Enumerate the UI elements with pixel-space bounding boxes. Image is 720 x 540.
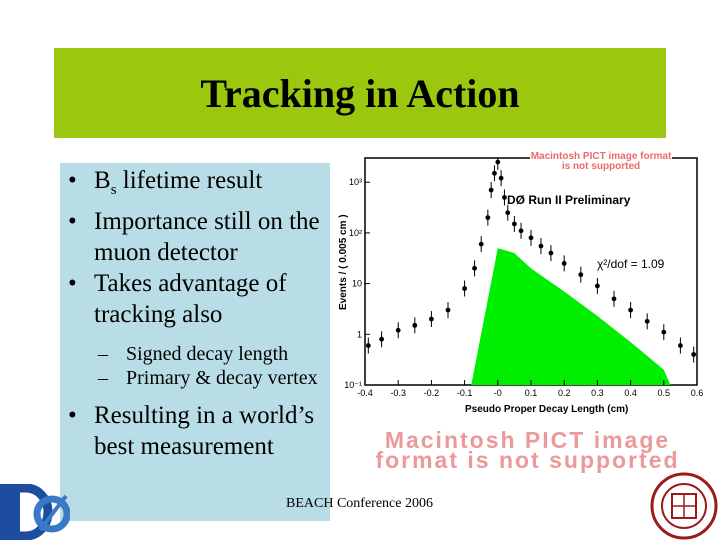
data-point [472,265,477,271]
data-point [644,318,650,324]
data-point [492,170,497,176]
y-tick-label: 10 [352,279,362,289]
data-point [485,215,491,221]
decay-length-chart: -0.4 -0.3 -0.2 -0.1 -0 0.1 0.2 0.3 0.4 0.5 0.6 10⁻¹… [338,157,704,415]
bullet-item: • Resulting in a world’s best measurement [68,402,315,460]
data-point [379,336,384,342]
university-seal [650,472,718,540]
content-box [60,163,330,521]
data-point [365,343,371,348]
bullet-glyph: • [68,402,77,429]
dash-glyph: – [98,343,108,365]
y-tick-label: 10³ [349,177,362,187]
d0-logo [0,484,70,540]
data-point [462,286,467,291]
data-point [488,187,494,193]
data-point [498,175,504,181]
data-point [628,307,633,313]
x-tick-label: 0.2 [558,388,571,398]
pict-placeholder-small: Macintosh PICT image format is not suppo… [530,151,672,172]
bullet-item: • Takes advantage of tracking also [68,270,287,328]
data-point [578,272,584,278]
x-tick-label: 0.3 [591,388,604,398]
x-tick-label: -0.1 [457,388,473,398]
data-point [512,221,517,227]
sub-bullet-item: – Primary & decay vertex [98,367,318,389]
x-tick-label: -0.3 [390,388,406,398]
y-axis-label: Events / ( 0.005 cm ) [338,214,349,310]
y-tick-label: 10⁻¹ [344,380,362,390]
data-point [505,210,511,216]
x-tick-label: 0.6 [691,388,704,398]
data-point [678,343,683,348]
bullet-glyph: • [68,167,77,194]
data-point [518,228,524,234]
x-tick-label: -0.2 [424,388,440,398]
footer-text: BEACH Conference 2006 [286,496,433,511]
data-point [691,352,697,357]
bullet-list: • Bs lifetime result • Importance still on… [68,165,330,462]
x-tick-label: -0.4 [357,388,373,398]
x-tick-label: 0.4 [624,388,637,398]
data-point [538,243,544,249]
data-point [429,316,434,322]
data-point [611,296,617,302]
data-point [661,329,667,335]
chi2-annotation: χ²/dof = 1.09 [597,257,665,271]
pict-placeholder-large: Macintosh PICT image format is not suppo… [375,427,680,473]
data-point [395,327,401,333]
chart-title: DØ Run II Preliminary [507,193,631,207]
title-bar: Tracking in Action [54,48,666,138]
x-axis-label: Pseudo Proper Decay Length (cm) [465,404,628,415]
y-tick-label: 1 [357,329,362,339]
data-point [502,195,507,200]
bullet-item: • Importance still on the muon detector [68,208,320,266]
x-tick-label: 0.1 [525,388,538,398]
data-point [495,159,501,165]
y-tick-label: 10² [349,228,362,238]
slide-title: Tracking in Action [200,71,520,116]
data-point [595,283,600,289]
x-tick-label: -0 [494,388,502,398]
data-point [548,250,554,256]
bullet-glyph: • [68,270,77,297]
data-point [528,235,534,241]
signal-fill [471,248,671,385]
sub-bullet-item: – Signed decay length [98,343,289,365]
dash-glyph: – [98,367,108,389]
data-point [478,241,484,247]
x-tick-label: 0.5 [658,388,671,398]
data-point [445,307,451,313]
data-point [412,322,418,328]
data-point [561,261,567,266]
bullet-item: • Bs lifetime result [68,167,263,198]
bullet-glyph: • [68,208,77,235]
